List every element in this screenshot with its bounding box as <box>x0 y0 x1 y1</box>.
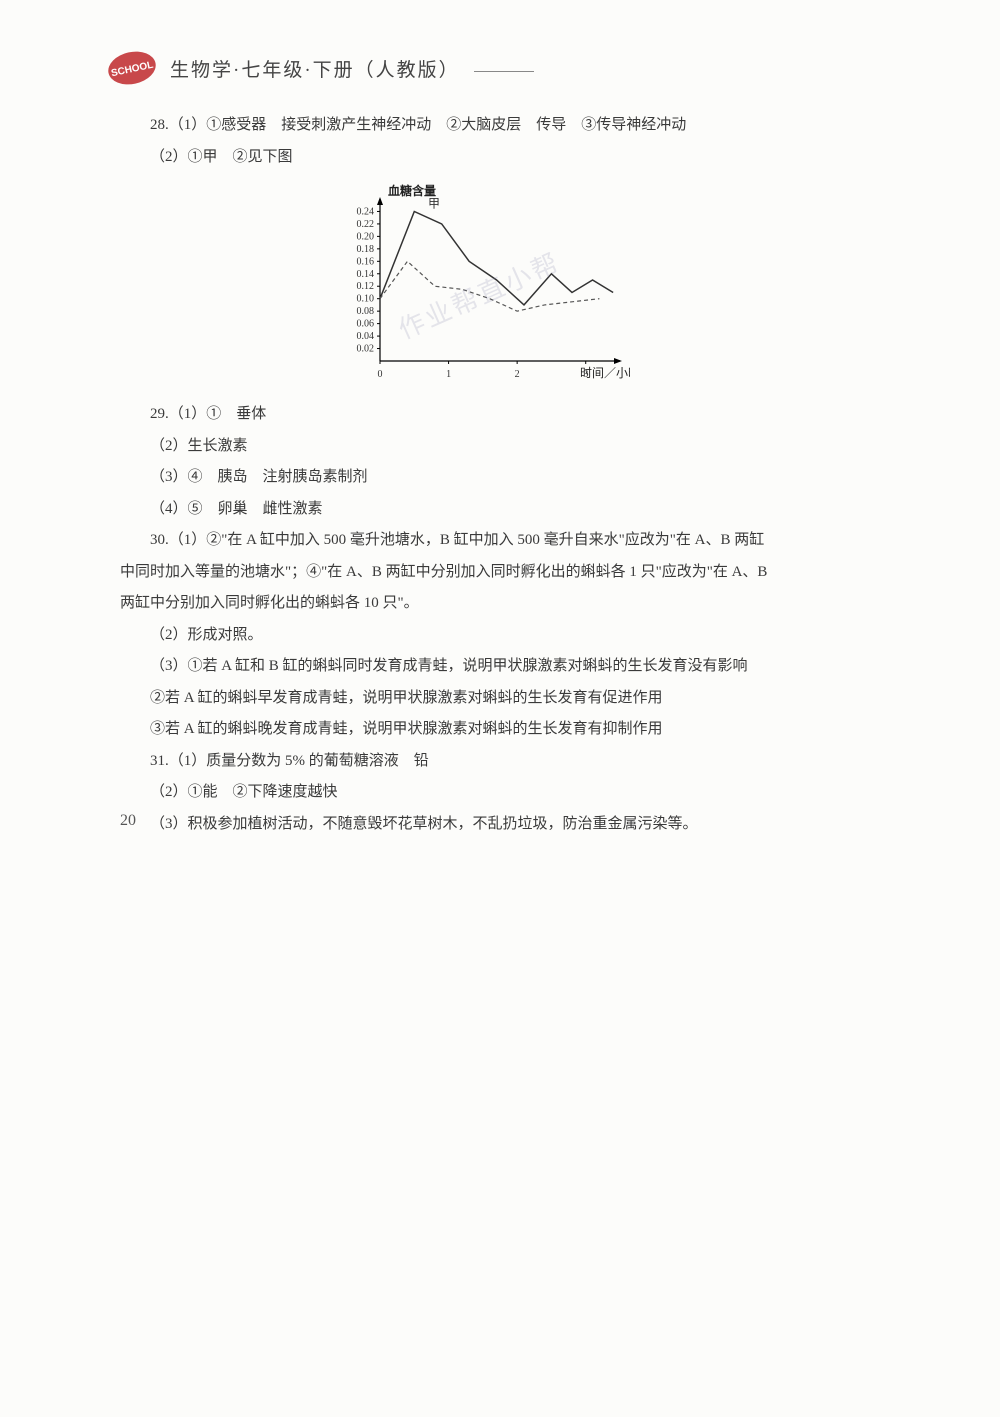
svg-text:1: 1 <box>446 369 451 380</box>
svg-text:0.14: 0.14 <box>357 269 375 280</box>
page-header-title: 生物学·七年级·下册（人教版） <box>170 55 880 82</box>
answer-line-30-1c: 两缸中分别加入同时孵化出的蝌蚪各 10 只"。 <box>120 588 880 620</box>
svg-text:时间／小时: 时间／小时 <box>580 366 630 380</box>
answer-line-31-1: 31.（1）质量分数为 5% 的葡萄糖溶液 铅 <box>120 746 880 778</box>
svg-text:0.18: 0.18 <box>357 244 375 255</box>
svg-text:0.02: 0.02 <box>357 344 375 355</box>
chart-svg: 0.02 0.040.06 0.080.10 0.120.14 0.160.18 0.20… <box>330 181 630 391</box>
svg-text:0.22: 0.22 <box>357 219 375 230</box>
svg-text:0.16: 0.16 <box>357 256 375 267</box>
answer-line-31-2: （2）①能 ②下降速度越快 <box>120 777 880 809</box>
svg-text:甲: 甲 <box>428 196 440 210</box>
page-container: SCHOOL 生物学·七年级·下册（人教版） 28.（1）①感受器 接受刺激产生… <box>0 0 1000 880</box>
answer-line-30-1b: 中同时加入等量的池塘水"；④"在 A、B 两缸中分别加入同时孵化出的蝌蚪各 1 … <box>120 557 880 589</box>
blood-sugar-chart: 0.02 0.040.06 0.080.10 0.120.14 0.160.18 0.20… <box>330 181 630 391</box>
svg-text:0.08: 0.08 <box>357 306 375 317</box>
answer-line-30-2: （2）形成对照。 <box>120 620 880 652</box>
svg-text:0.06: 0.06 <box>357 319 375 330</box>
answer-line-28-1: 28.（1）①感受器 接受刺激产生神经冲动 ②大脑皮层 传导 ③传导神经冲动 <box>120 110 880 142</box>
answer-line-30-3b: ②若 A 缸的蝌蚪早发育成青蛙，说明甲状腺激素对蝌蚪的生长发育有促进作用 <box>120 683 880 715</box>
answer-line-29-3: （3）④ 胰岛 注射胰岛素制剂 <box>120 462 880 494</box>
header-title-text: 生物学·七年级·下册（人教版） <box>170 60 460 81</box>
answer-line-30-3a: （3）①若 A 缸和 B 缸的蝌蚪同时发育成青蛙，说明甲状腺激素对蝌蚪的生长发育… <box>120 651 880 683</box>
svg-text:0.24: 0.24 <box>357 206 375 217</box>
svg-text:0.10: 0.10 <box>357 294 375 305</box>
school-logo: SCHOOL <box>102 48 160 88</box>
answer-line-29-4: （4）⑤ 卵巢 雌性激素 <box>120 494 880 526</box>
answer-line-28-2: （2）①甲 ②见下图 <box>120 142 880 174</box>
page-number: 20 <box>120 812 136 830</box>
svg-text:2: 2 <box>515 369 520 380</box>
svg-text:0.12: 0.12 <box>357 281 375 292</box>
svg-text:0.20: 0.20 <box>357 231 375 242</box>
header-divider <box>474 71 534 72</box>
svg-text:0.04: 0.04 <box>357 331 375 342</box>
content-body: 28.（1）①感受器 接受刺激产生神经冲动 ②大脑皮层 传导 ③传导神经冲动 （… <box>120 110 880 840</box>
answer-line-30-1: 30.（1）②"在 A 缸中加入 500 毫升池塘水，B 缸中加入 500 毫升… <box>120 525 880 557</box>
answer-line-29-2: （2）生长激素 <box>120 431 880 463</box>
answer-line-30-3c: ③若 A 缸的蝌蚪晚发育成青蛙，说明甲状腺激素对蝌蚪的生长发育有抑制作用 <box>120 714 880 746</box>
answer-line-29-1: 29.（1）① 垂体 <box>120 399 880 431</box>
svg-text:0: 0 <box>378 369 383 380</box>
answer-line-31-3: （3）积极参加植树活动，不随意毁坏花草树木，不乱扔垃圾，防治重金属污染等。 <box>120 809 880 841</box>
